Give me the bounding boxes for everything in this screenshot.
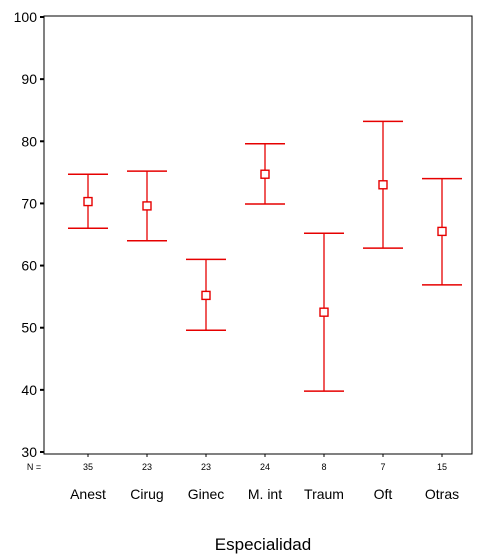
n-count-label: 35 bbox=[83, 462, 93, 472]
mean-marker bbox=[378, 180, 388, 190]
n-count-label: 23 bbox=[201, 462, 211, 472]
y-tick-label-40: 40 bbox=[21, 382, 37, 398]
error-bar-cirug bbox=[127, 170, 167, 242]
category-label: M. int bbox=[248, 486, 282, 502]
mean-marker bbox=[437, 226, 447, 237]
n-count-label: 23 bbox=[142, 462, 152, 472]
y-tick-label-30: 30 bbox=[21, 444, 37, 460]
y-axis: 30 40 50 60 70 80 90 100 bbox=[14, 9, 44, 460]
n-count-label: 7 bbox=[380, 462, 385, 472]
error-bar-ginec bbox=[186, 258, 226, 331]
n-prefix-label: N = bbox=[27, 462, 41, 472]
mean-marker bbox=[142, 201, 152, 211]
n-count-label: 24 bbox=[260, 462, 270, 472]
category-label: Cirug bbox=[130, 486, 163, 502]
y-tick-label-70: 70 bbox=[21, 195, 37, 211]
y-tick-label-90: 90 bbox=[21, 71, 37, 87]
error-bar-oft bbox=[363, 120, 403, 249]
error-bars bbox=[68, 120, 462, 392]
n-count-label: 15 bbox=[437, 462, 447, 472]
error-bar-m-int bbox=[245, 143, 285, 205]
y-tick-label-50: 50 bbox=[21, 320, 37, 336]
error-bar-traum bbox=[304, 232, 344, 392]
category-label: Oft bbox=[374, 486, 393, 502]
y-tick-label-60: 60 bbox=[21, 258, 37, 274]
x-axis-title: Especialidad bbox=[215, 535, 311, 554]
plot-frame bbox=[43, 15, 473, 455]
y-tick-label-100: 100 bbox=[14, 9, 38, 25]
category-label: Traum bbox=[304, 486, 344, 502]
category-label: Anest bbox=[70, 486, 106, 502]
category-label: Ginec bbox=[188, 486, 225, 502]
mean-marker bbox=[201, 290, 211, 301]
mean-marker bbox=[319, 307, 329, 317]
n-count-label: 8 bbox=[321, 462, 326, 472]
x-axis: N = 35 Anest 23 Cirug 23 Ginec 24 M. int 8 Traum 7… bbox=[27, 454, 459, 502]
error-bar-anest bbox=[68, 173, 108, 230]
y-tick-label-80: 80 bbox=[21, 133, 37, 149]
error-bar-otras bbox=[422, 177, 462, 286]
mean-marker bbox=[83, 196, 93, 207]
category-label: Otras bbox=[425, 486, 459, 502]
mean-marker bbox=[260, 169, 270, 179]
